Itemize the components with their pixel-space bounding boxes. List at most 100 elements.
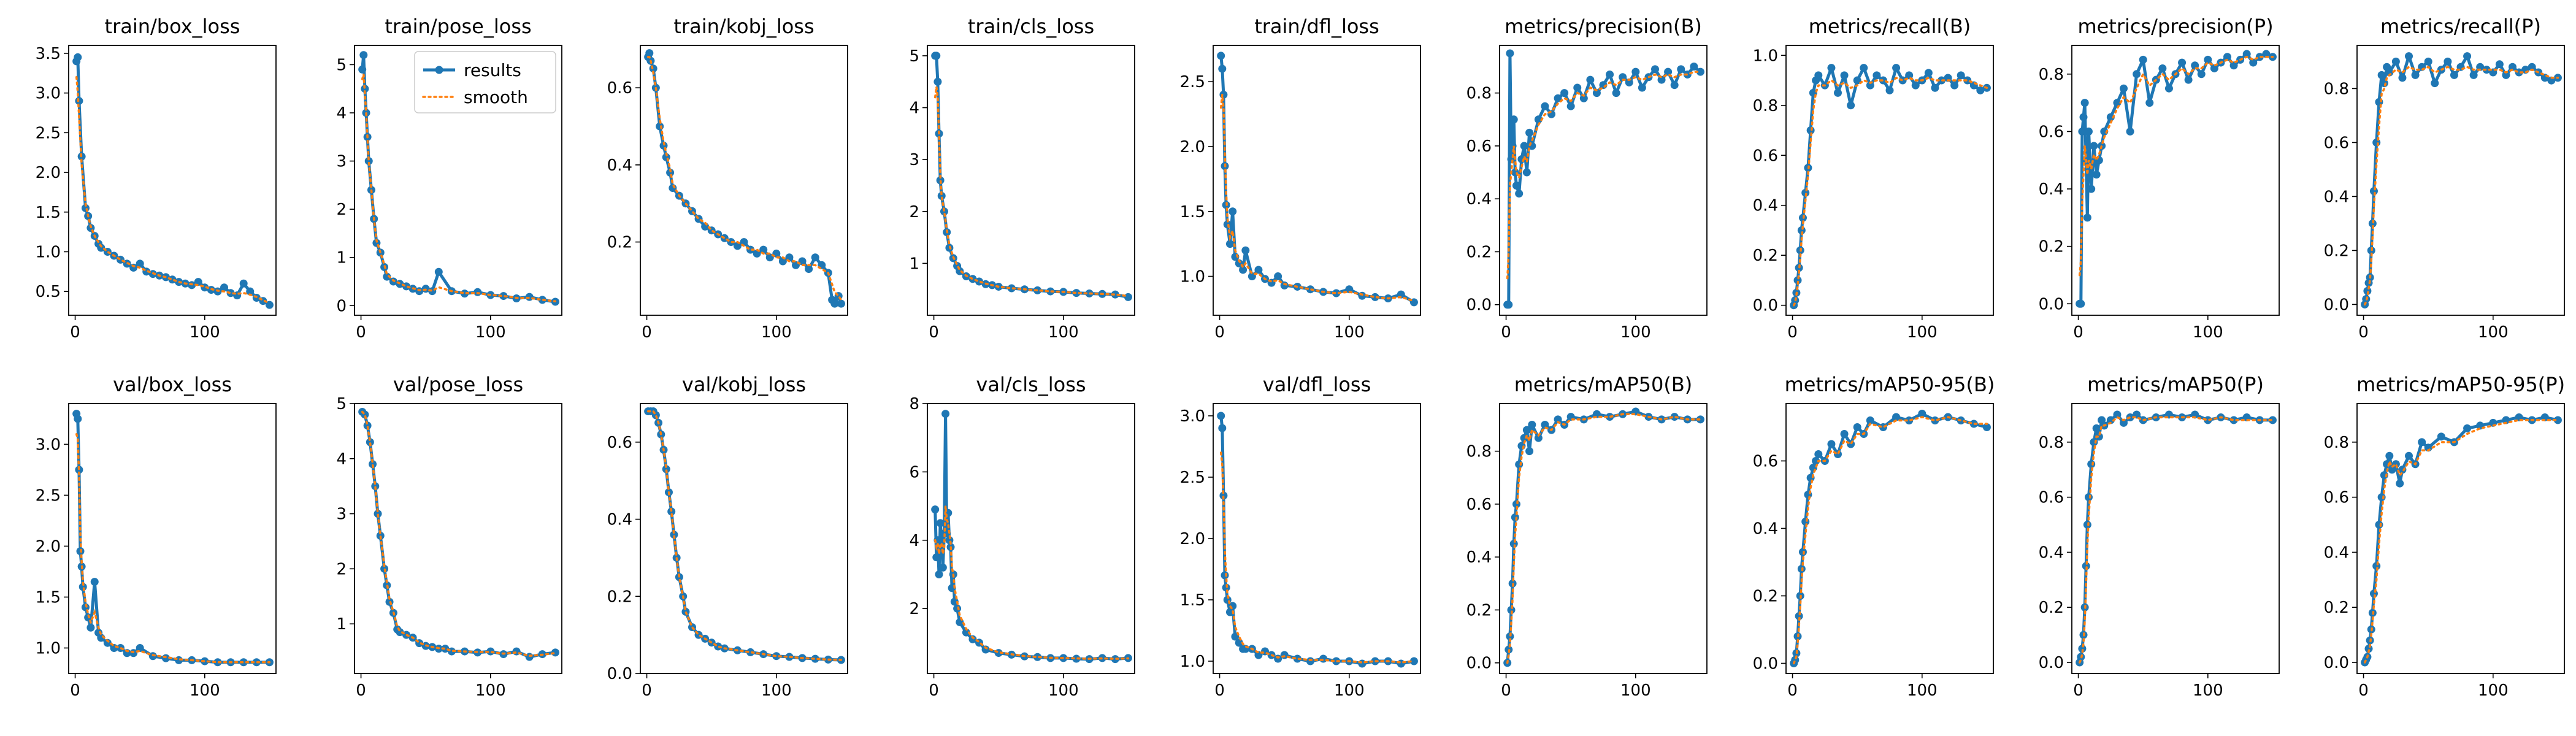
- plot-frame: [354, 45, 562, 316]
- series-results-point: [1560, 89, 1569, 98]
- series-results-point: [2223, 53, 2231, 61]
- series-results-point: [2391, 57, 2400, 66]
- x-tick-label: 100: [1620, 681, 1651, 700]
- series-results-point: [1506, 632, 1514, 641]
- series-results-point: [1670, 81, 1679, 90]
- y-tick-label: 0.8: [2324, 434, 2349, 452]
- y-tick-label: 0.2: [1753, 247, 1778, 265]
- x-tick-label: 0: [642, 681, 652, 700]
- x-tick-label: 100: [1048, 681, 1079, 700]
- series-results-point: [136, 259, 144, 268]
- series-results-point: [1397, 659, 1405, 668]
- series-results-point: [226, 289, 235, 297]
- series-results-point: [1528, 421, 1536, 429]
- subplot-title: val/cls_loss: [976, 373, 1086, 396]
- series-results-point: [74, 53, 82, 61]
- series-results-point: [1976, 86, 1985, 94]
- series-results-point: [1873, 71, 1881, 80]
- series-results-point: [383, 272, 391, 281]
- y-tick-label: 0.6: [2324, 134, 2349, 152]
- series-results-point: [1515, 190, 1524, 198]
- series-smooth-line: [1219, 94, 1416, 302]
- subplot-title: train/dfl_loss: [1254, 15, 1379, 38]
- series-results-point: [103, 638, 112, 647]
- plot-frame: [2356, 45, 2565, 316]
- series-smooth-line: [933, 86, 1130, 297]
- series-results-point: [1827, 440, 1836, 448]
- series-results-point: [2368, 219, 2377, 228]
- y-tick-label: 1.5: [36, 204, 61, 222]
- series-group: [931, 52, 1132, 301]
- series-results-point: [1306, 657, 1314, 665]
- y-tick-label: 0.4: [607, 156, 632, 175]
- series-results-point: [499, 292, 508, 301]
- series-results-point: [1657, 75, 1666, 84]
- x-tick-label: 100: [190, 681, 220, 700]
- series-results-point: [136, 643, 144, 652]
- subplot-18: metrics/mAP50-95(P) 0 100 0.0 0.2 0.4 0.6 0.8: [2324, 373, 2565, 700]
- subplot-3: train/kobj_loss 0 100 0.2 0.4 0.6: [607, 15, 848, 342]
- series-results-point: [662, 465, 670, 473]
- series-results-point: [86, 623, 95, 632]
- subplot-title: metrics/precision(P): [2077, 15, 2273, 38]
- series-results-point: [1840, 71, 1849, 80]
- series-results-point: [1293, 654, 1301, 663]
- series-results-point: [358, 65, 367, 74]
- y-tick-label: 3: [909, 151, 919, 169]
- series-results-point: [1371, 293, 1379, 301]
- subplot-title: metrics/recall(P): [2380, 15, 2541, 38]
- series-group: [1503, 407, 1704, 667]
- x-tick-label: 100: [2478, 681, 2509, 700]
- series-smooth-line: [1506, 413, 1702, 664]
- series-results-point: [2106, 416, 2115, 424]
- y-tick-label: 3: [336, 153, 347, 171]
- series-results-point: [1219, 491, 1228, 500]
- series-results-point: [2377, 71, 2386, 79]
- series-results-point: [2249, 58, 2258, 67]
- series-results-point: [2079, 113, 2088, 121]
- series-results-point: [1554, 94, 1562, 102]
- plot-frame: [68, 45, 277, 316]
- y-tick-label: 3.0: [36, 85, 61, 103]
- y-tick-label: 2.5: [36, 124, 61, 142]
- series-results-point: [2197, 70, 2206, 79]
- y-tick-label: 0.4: [2324, 543, 2349, 562]
- series-smooth-line: [2078, 416, 2274, 664]
- series-results-point: [371, 482, 380, 491]
- series-results-point: [1332, 289, 1341, 297]
- plot-frame: [68, 403, 277, 674]
- series-results-line: [2079, 52, 2274, 305]
- y-tick-label: 0.2: [2324, 599, 2349, 617]
- series-results-line: [361, 410, 556, 659]
- subplot-4: train/cls_loss 0 100 1 2 3 4 5: [909, 15, 1135, 342]
- y-tick-label: 0.8: [2039, 66, 2064, 84]
- x-tick-label: 100: [475, 323, 506, 342]
- series-results-point: [2388, 466, 2396, 474]
- series-results-point: [1409, 657, 1418, 665]
- series-results-point: [1219, 90, 1228, 99]
- legend-results-marker: [435, 66, 443, 74]
- subplot-title: val/box_loss: [113, 373, 232, 396]
- series-results-point: [1520, 142, 1528, 150]
- series-results-point: [2080, 99, 2089, 107]
- y-tick-label: 0.2: [2039, 599, 2064, 617]
- series-smooth-line: [361, 410, 557, 657]
- series-results-point: [551, 648, 559, 657]
- series-results-point: [1918, 410, 1926, 418]
- series-results-point: [2396, 479, 2404, 488]
- y-tick-label: 1.5: [1180, 203, 1205, 221]
- y-tick-label: 0.4: [607, 511, 632, 529]
- series-results-point: [90, 578, 99, 586]
- series-group: [2076, 50, 2277, 308]
- series-results-line: [1219, 415, 1414, 665]
- series-group: [72, 53, 274, 309]
- x-tick-label: 0: [356, 323, 366, 342]
- series-results-point: [1554, 415, 1562, 424]
- series-smooth-line: [1792, 77, 1988, 307]
- x-tick-label: 100: [1334, 323, 1365, 342]
- series-results-point: [1812, 457, 1820, 465]
- series-results-point: [168, 275, 177, 284]
- series-smooth-line: [1219, 451, 1416, 664]
- series-results-point: [2509, 63, 2517, 71]
